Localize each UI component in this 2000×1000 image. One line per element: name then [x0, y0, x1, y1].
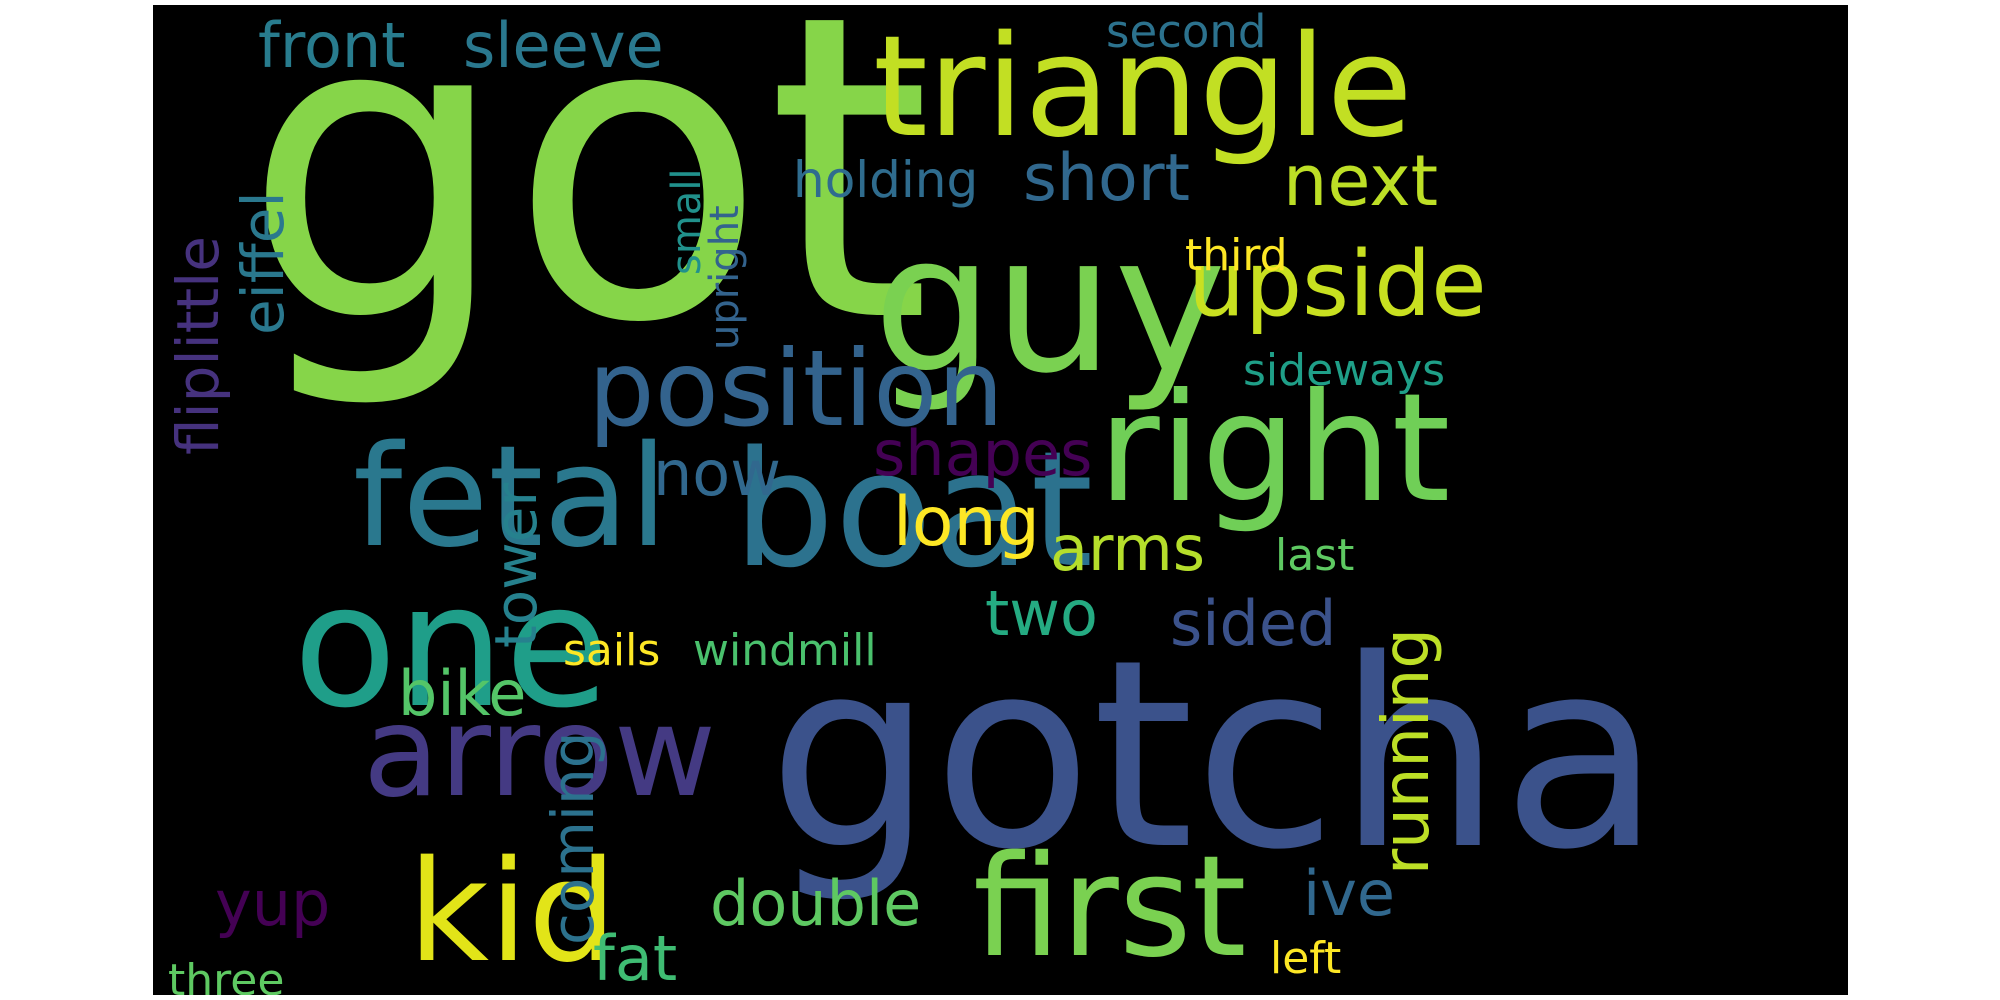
word-short: short: [1023, 141, 1190, 216]
word-fat: fat: [593, 922, 677, 995]
word-first: first: [973, 826, 1247, 989]
word-two: two: [985, 577, 1098, 650]
word-ive: ive: [1303, 857, 1395, 930]
word-front: front: [258, 9, 406, 82]
word-one: one: [293, 548, 609, 746]
word-second: second: [1106, 5, 1267, 58]
word-holding: holding: [793, 151, 978, 209]
word-shapes: shapes: [873, 417, 1092, 490]
word-arms: arms: [1050, 512, 1205, 585]
word-last: last: [1275, 530, 1354, 581]
word-right: right: [1098, 362, 1450, 536]
word-coming: coming: [539, 731, 607, 945]
word-got: got: [243, 5, 931, 415]
word-kid: kid: [408, 831, 617, 994]
word-upright: upright: [702, 205, 748, 350]
word-bike: bike: [398, 657, 526, 730]
word-cloud: got gotcha guy triangle boat one right first fet…: [153, 5, 1848, 995]
word-gotcha: gotcha: [768, 605, 1661, 907]
word-boat: boat: [733, 416, 1093, 603]
word-sideways: sideways: [1243, 345, 1445, 396]
word-next: next: [1283, 140, 1438, 222]
word-left: left: [1270, 933, 1341, 984]
word-yup: yup: [215, 867, 330, 940]
word-position: position: [588, 328, 1004, 450]
word-tower: tower: [482, 483, 550, 648]
word-double: double: [710, 867, 921, 940]
word-guy: guy: [873, 194, 1226, 415]
word-now: now: [653, 437, 781, 510]
word-fliplittle: fliplittle: [164, 236, 232, 455]
word-eiffel: eiffel: [229, 191, 297, 335]
word-triangle: triangle: [873, 6, 1413, 169]
word-three: three: [168, 955, 284, 995]
word-long: long: [893, 483, 1040, 562]
word-small: small: [664, 168, 710, 275]
word-windmill: windmill: [693, 625, 877, 676]
word-sleeve: sleeve: [463, 9, 664, 82]
word-running: running: [1370, 628, 1444, 875]
word-sails: sails: [563, 625, 660, 676]
word-fetal: fetal: [353, 416, 668, 579]
word-upside: upside: [1188, 232, 1487, 337]
word-arrow: arrow: [363, 680, 716, 825]
word-sided: sided: [1170, 587, 1336, 660]
word-third: third: [1185, 230, 1288, 281]
